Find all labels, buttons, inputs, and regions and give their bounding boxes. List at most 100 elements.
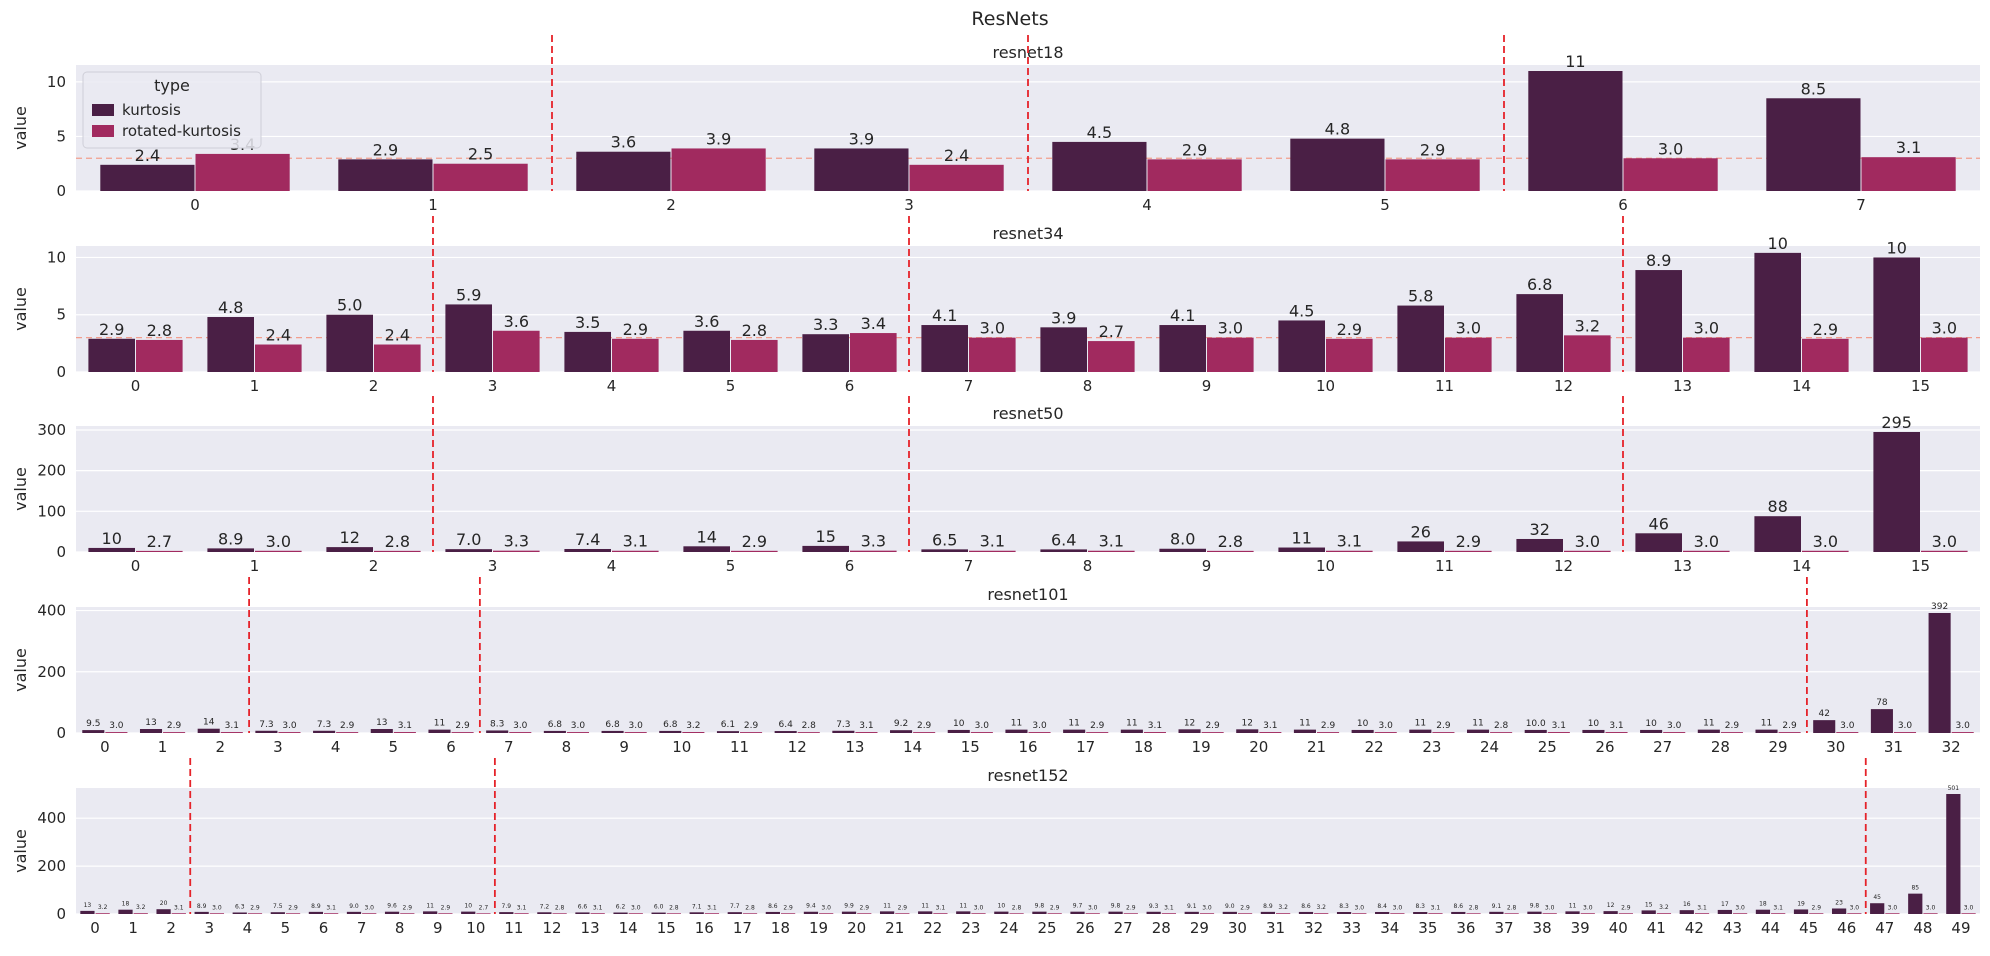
bar-rotated-kurtosis <box>1086 732 1109 733</box>
bar-value-label: 8.3 <box>490 719 504 729</box>
bar-kurtosis <box>1766 98 1861 191</box>
bar-value-label: 11 <box>1011 719 1022 729</box>
bar-value-label: 2.9 <box>1436 721 1451 731</box>
plot-area <box>76 607 1980 733</box>
x-tick-label: 1 <box>250 557 260 575</box>
bar-value-label: 15 <box>816 527 836 546</box>
bar-rotated-kurtosis <box>969 550 1016 552</box>
bar-value-label: 2.9 <box>742 532 767 551</box>
bar-value-label: 10 <box>1357 719 1369 729</box>
bar-value-label: 8.5 <box>1801 79 1826 98</box>
x-tick-label: 23 <box>961 919 980 937</box>
bar-value-label: 8.4 <box>1377 903 1387 910</box>
bar-value-label: 2.4 <box>266 326 291 345</box>
bar-kurtosis <box>1793 909 1809 914</box>
bar-value-label: 3.0 <box>513 721 528 731</box>
bar-value-label: 3.0 <box>109 721 124 731</box>
bar-value-label: 2.9 <box>441 904 451 911</box>
bar-value-label: 3.0 <box>1456 319 1481 338</box>
bar-rotated-kurtosis <box>1656 913 1672 914</box>
bar-rotated-kurtosis <box>1504 913 1519 914</box>
bar-value-label: 3.6 <box>611 133 636 152</box>
bar-value-label: 3.0 <box>1694 319 1719 338</box>
bar-value-label: 7.3 <box>836 720 850 730</box>
bar-value-label: 3.3 <box>861 532 886 551</box>
bar-kurtosis <box>1640 729 1663 733</box>
bar-kurtosis <box>1063 729 1086 733</box>
bar-value-label: 2.8 <box>745 904 755 911</box>
bar-value-label: 3.9 <box>1051 308 1076 327</box>
x-tick-label: 15 <box>1911 377 1930 395</box>
bar-rotated-kurtosis <box>1694 913 1710 914</box>
x-tick-label: 44 <box>1761 919 1780 937</box>
bar-rotated-kurtosis <box>1161 913 1177 914</box>
bar-kurtosis <box>921 549 968 552</box>
bar-value-label: 3.0 <box>1956 721 1971 731</box>
bar-kurtosis <box>716 731 740 733</box>
x-tick-label: 7 <box>964 557 974 575</box>
bar-value-label: 3.0 <box>980 319 1005 338</box>
x-tick-label: 12 <box>1554 377 1573 395</box>
y-tick-label: 200 <box>37 462 66 480</box>
x-tick-label: 0 <box>90 919 100 937</box>
bar-value-label: 295 <box>1881 413 1912 432</box>
x-tick-label: 40 <box>1609 919 1628 937</box>
x-tick-label: 6 <box>1618 196 1628 214</box>
bar-rotated-kurtosis <box>1961 913 1976 914</box>
bar-value-label: 11 <box>959 902 967 909</box>
bar-value-label: 19 <box>1797 900 1805 907</box>
x-tick-label: 20 <box>847 919 866 937</box>
bar-value-label: 13 <box>145 718 156 728</box>
bar-rotated-kurtosis <box>1237 913 1253 914</box>
bar-value-label: 3.1 <box>1263 721 1277 731</box>
x-tick-label: 31 <box>1266 919 1285 937</box>
bar-value-label: 3.0 <box>1379 721 1394 731</box>
bar-rotated-kurtosis <box>324 913 339 914</box>
x-tick-label: 25 <box>1037 919 1056 937</box>
bar-value-label: 23 <box>1835 899 1843 906</box>
bar-value-label: 3.1 <box>593 904 603 911</box>
bar-rotated-kurtosis <box>971 913 986 914</box>
bar-kurtosis <box>1052 141 1147 191</box>
bar-rotated-kurtosis <box>1326 338 1373 372</box>
bar-value-label: 9.5 <box>86 719 100 729</box>
bar-kurtosis <box>423 911 438 914</box>
bar-value-label: 3.0 <box>1088 904 1098 911</box>
x-tick-label: 25 <box>1538 738 1557 756</box>
x-tick-label: 7 <box>964 377 974 395</box>
bar-kurtosis <box>197 728 220 733</box>
y-tick-label: 5 <box>56 306 66 324</box>
bar-rotated-kurtosis <box>255 344 302 372</box>
bar-rotated-kurtosis <box>1428 913 1443 914</box>
bar-kurtosis <box>613 912 628 914</box>
bar-value-label: 2.8 <box>669 904 679 911</box>
bar-value-label: 8.3 <box>1339 903 1349 910</box>
bar-rotated-kurtosis <box>797 732 820 733</box>
bar-kurtosis <box>255 730 278 733</box>
bar-value-label: 7.3 <box>317 720 331 730</box>
x-tick-label: 33 <box>1342 919 1361 937</box>
bar-value-label: 3.1 <box>1609 721 1623 731</box>
x-tick-label: 27 <box>1653 738 1672 756</box>
x-tick-label: 5 <box>389 738 399 756</box>
bar-kurtosis <box>1754 252 1801 372</box>
bar-kurtosis <box>1184 911 1199 914</box>
bar-value-label: 3.5 <box>575 313 600 332</box>
x-tick-label: 21 <box>1307 738 1326 756</box>
bar-value-label: 16 <box>1683 901 1691 908</box>
bar-value-label: 3.0 <box>212 904 222 911</box>
bar-value-label: 2.9 <box>1205 721 1220 731</box>
bar-value-label: 501 <box>1948 785 1960 792</box>
panel-title: resnet152 <box>987 766 1068 785</box>
bar-kurtosis <box>156 909 171 914</box>
bar-kurtosis <box>1946 794 1961 914</box>
bar-value-label: 3.1 <box>1896 138 1921 157</box>
bar-rotated-kurtosis <box>374 550 421 552</box>
bar-kurtosis <box>1873 432 1920 552</box>
bar-value-label: 2.8 <box>1507 904 1517 911</box>
bar-value-label: 11 <box>1761 719 1772 729</box>
y-axis-label: value <box>11 287 30 331</box>
bar-value-label: 3.6 <box>504 312 529 331</box>
bar-value-label: 88 <box>1768 497 1788 516</box>
